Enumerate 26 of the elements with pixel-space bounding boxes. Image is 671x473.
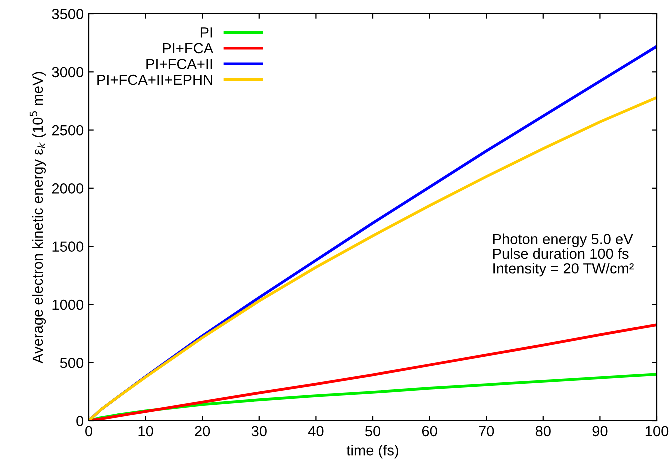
legend-label: PI	[200, 28, 212, 38]
y-tick-label: 500	[60, 358, 84, 368]
x-tick-label: 60	[422, 426, 438, 437]
y-tick-label: 0	[76, 416, 84, 426]
x-tick-label: 10	[138, 426, 154, 437]
y-tick-label: 2500	[52, 125, 84, 136]
x-tick-label: 0	[86, 426, 92, 437]
x-tick-label: 70	[479, 426, 494, 437]
x-axis-title: time (fs)	[346, 445, 398, 459]
x-tick-label: 100	[646, 426, 669, 437]
legend-label: PI+FCA	[163, 43, 214, 54]
y-tick-label: 1000	[52, 300, 84, 310]
x-tick-label: 80	[536, 426, 551, 437]
legend-label: PI+FCA+II+EPHN	[98, 74, 212, 86]
annotation: Photon energy 5.0 eV Pulse duration 100 fs Intensity = 20 TW/cm²	[493, 234, 634, 277]
y-tick-label: 1500	[52, 242, 84, 252]
y-tick-label: 2000	[52, 184, 84, 194]
x-tick-label: 20	[195, 426, 210, 437]
y-tick-label: 3500	[52, 9, 84, 20]
y-tick-label: 3000	[52, 67, 84, 78]
x-tick-label: 40	[308, 426, 324, 437]
y-axis-title: Average electron kinetic energy ε$_{k}$ (10$^{5}$ meV)	[30, 72, 46, 364]
x-tick-label: 90	[592, 426, 608, 437]
x-tick-label: 30	[252, 426, 267, 437]
x-tick-label: 50	[365, 426, 381, 437]
legend-label: PI+FCA+II	[146, 59, 212, 70]
